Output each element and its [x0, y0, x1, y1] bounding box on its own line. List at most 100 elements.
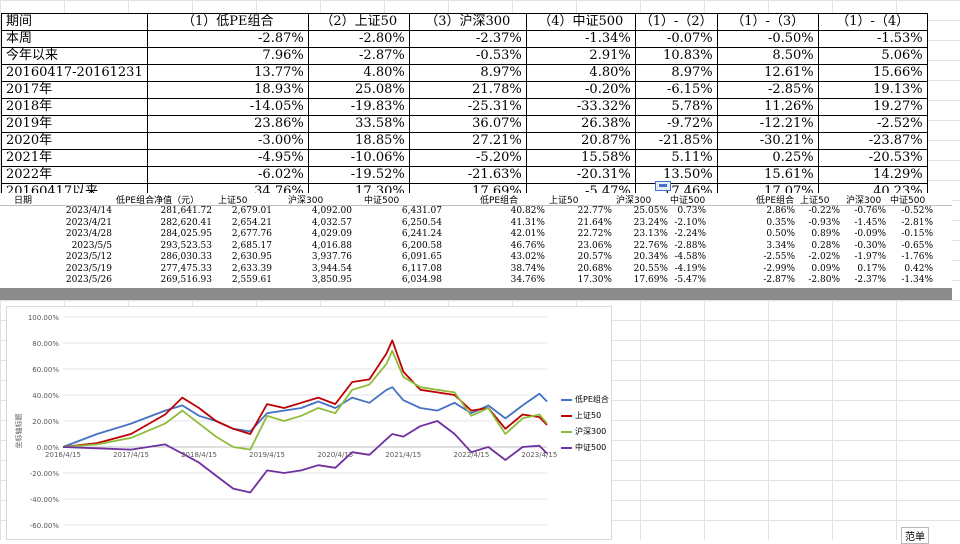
- summary-value-cell[interactable]: -19.83%: [307, 98, 410, 116]
- weekly-value-cell[interactable]: 0.09%: [811, 263, 840, 274]
- weekly-value-cell[interactable]: -4.58%: [674, 252, 706, 262]
- selected-row-bar[interactable]: [0, 288, 952, 300]
- weekly-header-cell[interactable]: 中证500: [364, 196, 400, 206]
- weekly-value-cell[interactable]: 42.01%: [510, 229, 545, 239]
- weekly-header-cell[interactable]: 中证500: [890, 196, 926, 206]
- weekly-value-cell[interactable]: 0.17%: [857, 263, 886, 274]
- weekly-value-cell[interactable]: -0.65%: [901, 240, 933, 251]
- weekly-header-cell[interactable]: 沪深300: [288, 196, 324, 206]
- summary-value-cell[interactable]: -19.52%: [307, 166, 410, 184]
- summary-header[interactable]: （1）低PE组合: [146, 13, 309, 31]
- weekly-value-cell[interactable]: -2.55%: [763, 252, 795, 262]
- weekly-value-cell[interactable]: 2.86%: [766, 206, 795, 216]
- weekly-value-cell[interactable]: 6,241.24: [401, 229, 442, 239]
- summary-value-cell[interactable]: -9.72%: [634, 115, 718, 133]
- summary-period-cell[interactable]: 20160417-20161231: [1, 64, 148, 82]
- weekly-value-cell[interactable]: -0.09%: [854, 229, 886, 239]
- summary-value-cell[interactable]: -5.20%: [408, 149, 527, 167]
- weekly-value-cell[interactable]: 43.02%: [510, 252, 545, 262]
- weekly-header-cell[interactable]: 沪深300: [846, 196, 882, 206]
- weekly-value-cell[interactable]: -2.24%: [674, 229, 706, 239]
- weekly-value-cell[interactable]: -2.80%: [808, 275, 840, 285]
- weekly-value-cell[interactable]: 6,117.08: [401, 263, 442, 274]
- weekly-value-cell[interactable]: -1.34%: [901, 275, 933, 285]
- weekly-value-cell[interactable]: 41.31%: [510, 217, 545, 228]
- summary-value-cell[interactable]: 7.96%: [146, 47, 309, 65]
- summary-value-cell[interactable]: 26.38%: [525, 115, 636, 133]
- summary-value-cell[interactable]: -25.31%: [408, 98, 527, 116]
- summary-value-cell[interactable]: -20.53%: [817, 149, 928, 167]
- summary-value-cell[interactable]: 8.97%: [408, 64, 527, 82]
- weekly-value-cell[interactable]: 20.55%: [633, 263, 668, 274]
- weekly-value-cell[interactable]: 40.82%: [510, 206, 545, 216]
- weekly-date-cell[interactable]: 2023/5/12: [65, 252, 112, 262]
- summary-value-cell[interactable]: -1.34%: [525, 30, 636, 48]
- summary-value-cell[interactable]: -4.95%: [146, 149, 309, 167]
- weekly-value-cell[interactable]: 2,654.21: [231, 217, 272, 228]
- weekly-date-cell[interactable]: 2023/4/21: [65, 217, 112, 228]
- summary-value-cell[interactable]: 27.21%: [408, 132, 527, 150]
- summary-value-cell[interactable]: -2.37%: [408, 30, 527, 48]
- weekly-value-cell[interactable]: 22.72%: [577, 229, 612, 239]
- summary-value-cell[interactable]: 13.77%: [146, 64, 309, 82]
- summary-value-cell[interactable]: 5.06%: [817, 47, 928, 65]
- summary-value-cell[interactable]: -23.87%: [817, 132, 928, 150]
- weekly-value-cell[interactable]: 6,250.54: [401, 217, 442, 228]
- summary-value-cell[interactable]: -12.21%: [716, 115, 819, 133]
- summary-value-cell[interactable]: 15.61%: [716, 166, 819, 184]
- weekly-value-cell[interactable]: -0.22%: [808, 206, 840, 216]
- weekly-value-cell[interactable]: 277,475.33: [160, 263, 212, 274]
- summary-period-cell[interactable]: 2022年: [1, 166, 148, 184]
- weekly-value-cell[interactable]: 23.13%: [633, 229, 668, 239]
- summary-period-cell[interactable]: 2018年: [1, 98, 148, 116]
- summary-value-cell[interactable]: 19.27%: [817, 98, 928, 116]
- weekly-value-cell[interactable]: 6,034.98: [401, 275, 442, 285]
- summary-header[interactable]: 期间: [1, 13, 148, 31]
- summary-value-cell[interactable]: 20.87%: [525, 132, 636, 150]
- weekly-value-cell[interactable]: 0.73%: [677, 206, 706, 216]
- weekly-value-cell[interactable]: 6,091.65: [401, 252, 442, 262]
- weekly-header-cell[interactable]: 上证50: [800, 196, 830, 206]
- weekly-value-cell[interactable]: 4,016.88: [311, 240, 352, 251]
- summary-value-cell[interactable]: 5.78%: [634, 98, 718, 116]
- summary-value-cell[interactable]: -2.87%: [307, 47, 410, 65]
- weekly-value-cell[interactable]: 20.68%: [577, 263, 612, 274]
- summary-value-cell[interactable]: 36.07%: [408, 115, 527, 133]
- summary-value-cell[interactable]: -21.85%: [634, 132, 718, 150]
- weekly-value-cell[interactable]: 293,523.53: [160, 240, 212, 251]
- weekly-value-cell[interactable]: -0.52%: [901, 206, 933, 216]
- summary-value-cell[interactable]: -20.31%: [525, 166, 636, 184]
- series-line-低PE组合[interactable]: [62, 386, 548, 448]
- weekly-value-cell[interactable]: 38.74%: [510, 263, 545, 274]
- weekly-value-cell[interactable]: 2,633.39: [231, 263, 272, 274]
- summary-value-cell[interactable]: 2.91%: [525, 47, 636, 65]
- summary-value-cell[interactable]: 15.66%: [817, 64, 928, 82]
- summary-header[interactable]: （4）中证500: [525, 13, 636, 31]
- weekly-header-cell[interactable]: 低PE组合: [756, 196, 795, 206]
- summary-value-cell[interactable]: 8.50%: [716, 47, 819, 65]
- weekly-value-cell[interactable]: -4.19%: [674, 263, 706, 274]
- summary-header[interactable]: （3）沪深300: [408, 13, 527, 31]
- summary-value-cell[interactable]: 0.25%: [716, 149, 819, 167]
- weekly-value-cell[interactable]: 282,620.41: [160, 217, 212, 228]
- summary-header[interactable]: （1）-（2）: [634, 13, 718, 31]
- weekly-value-cell[interactable]: 0.89%: [811, 229, 840, 239]
- summary-period-cell[interactable]: 本周: [1, 30, 148, 48]
- weekly-value-cell[interactable]: 2,685.17: [231, 240, 272, 251]
- weekly-value-cell[interactable]: 6,431.07: [401, 206, 442, 216]
- legend-item[interactable]: 低PE组合: [561, 393, 609, 409]
- summary-value-cell[interactable]: 4.80%: [525, 64, 636, 82]
- weekly-value-cell[interactable]: 34.76%: [510, 275, 545, 285]
- weekly-value-cell[interactable]: 2,677.76: [231, 229, 272, 239]
- summary-value-cell[interactable]: -3.00%: [146, 132, 309, 150]
- corner-button[interactable]: 范单: [901, 527, 929, 544]
- summary-period-cell[interactable]: 2021年: [1, 149, 148, 167]
- legend-item[interactable]: 中证500: [561, 441, 609, 457]
- summary-value-cell[interactable]: -0.53%: [408, 47, 527, 65]
- weekly-date-cell[interactable]: 2023/4/28: [65, 229, 112, 239]
- summary-header[interactable]: （1）-（4）: [817, 13, 928, 31]
- weekly-value-cell[interactable]: 2,559.61: [231, 275, 272, 285]
- weekly-value-cell[interactable]: 3,850.95: [311, 275, 352, 285]
- summary-value-cell[interactable]: -2.80%: [307, 30, 410, 48]
- legend-item[interactable]: 沪深300: [561, 425, 609, 441]
